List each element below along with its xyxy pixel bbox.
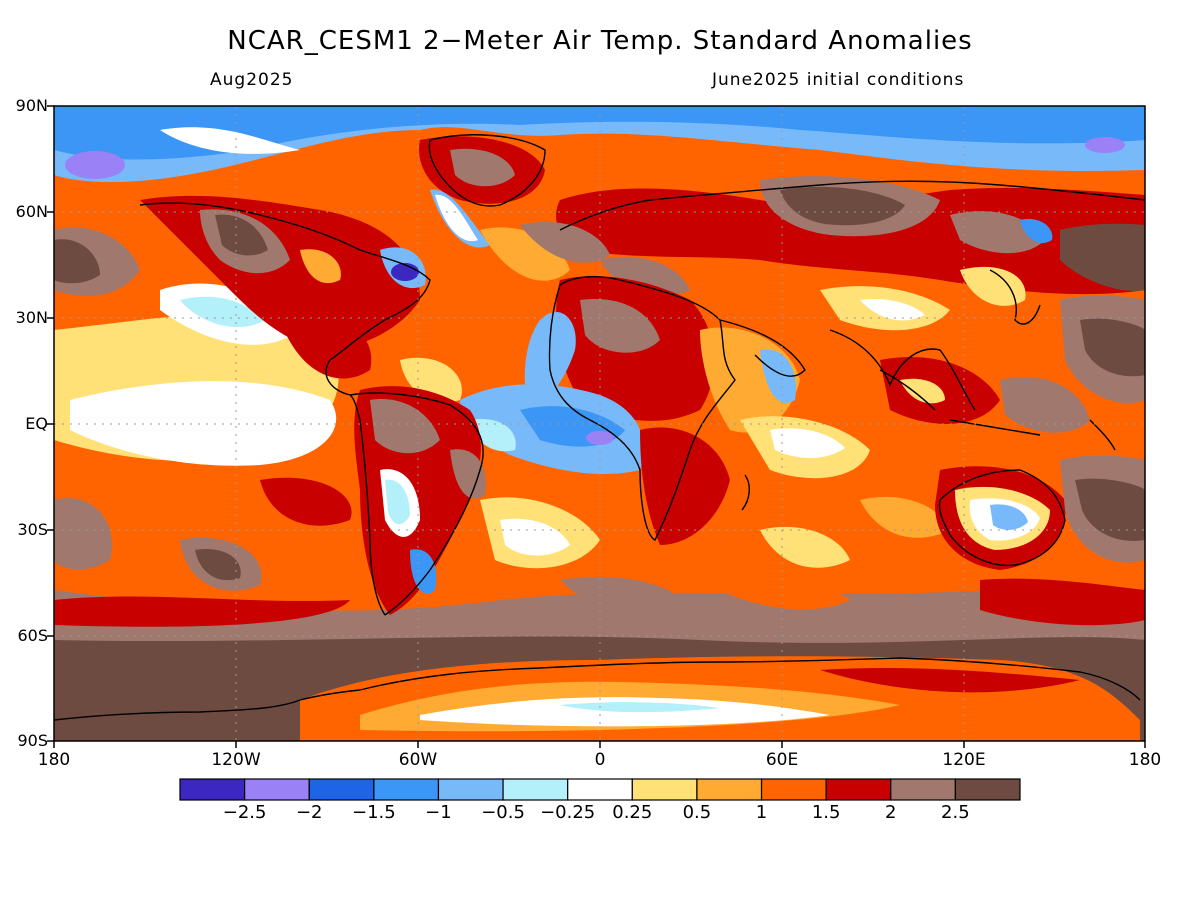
graticule [54,106,1145,741]
colorbar-swatch [179,778,246,801]
lon-label: 60W [398,750,438,770]
lon-label: 60E [765,750,799,770]
lat-label: 60N [15,202,48,221]
colorbar-swatch [244,778,310,801]
lon-label: 180 [37,750,71,770]
colorbar-swatch [631,778,698,801]
colorbar-label: −1.5 [351,802,396,823]
lat-label: 30N [15,308,48,327]
lat-label: EQ [25,414,48,433]
colorbar-label: −2 [295,802,323,823]
colorbar-label: 2 [885,802,897,823]
colorbar-swatch [437,778,504,801]
lon-label: 180 [1128,750,1162,770]
colorbar-swatch [760,778,827,801]
lat-label: 90S [17,731,48,750]
axis-ticks [47,105,1146,748]
lat-label: 30S [17,520,48,539]
lon-label: 0 [594,750,606,770]
anomaly-field [54,106,1145,741]
coastlines [54,134,1145,721]
colorbar-swatch [890,778,956,801]
colorbar-label: 0.5 [682,802,712,823]
colorbar-swatch [308,778,375,801]
valid-month: Aug2025 [210,70,294,90]
lon-label: 120E [942,750,986,770]
colorbar-label: 2.5 [941,802,970,823]
lat-label: 90N [15,96,48,115]
colorbar-swatch [373,778,440,801]
colorbar-label: 0.25 [612,802,653,823]
colorbar-swatch [825,778,892,801]
colorbar-label: −0.25 [540,802,596,823]
colorbar-swatch [954,778,1021,801]
colorbar-label: 1.5 [811,802,841,823]
colorbar-label: −1 [425,802,452,823]
colorbar [179,778,1021,801]
lat-label: 60S [17,626,48,645]
colorbar-swatch [696,778,763,801]
initial-conditions: June2025 initial conditions [712,70,965,90]
colorbar-swatch [567,778,633,801]
colorbar-swatch [502,778,569,801]
colorbar-label: 1 [755,802,768,823]
lon-label: 120W [211,750,261,770]
map-title: NCAR_CESM1 2−Meter Air Temp. Standard An… [227,26,973,56]
colorbar-label: −2.5 [222,802,267,823]
colorbar-label: −0.5 [481,802,525,823]
